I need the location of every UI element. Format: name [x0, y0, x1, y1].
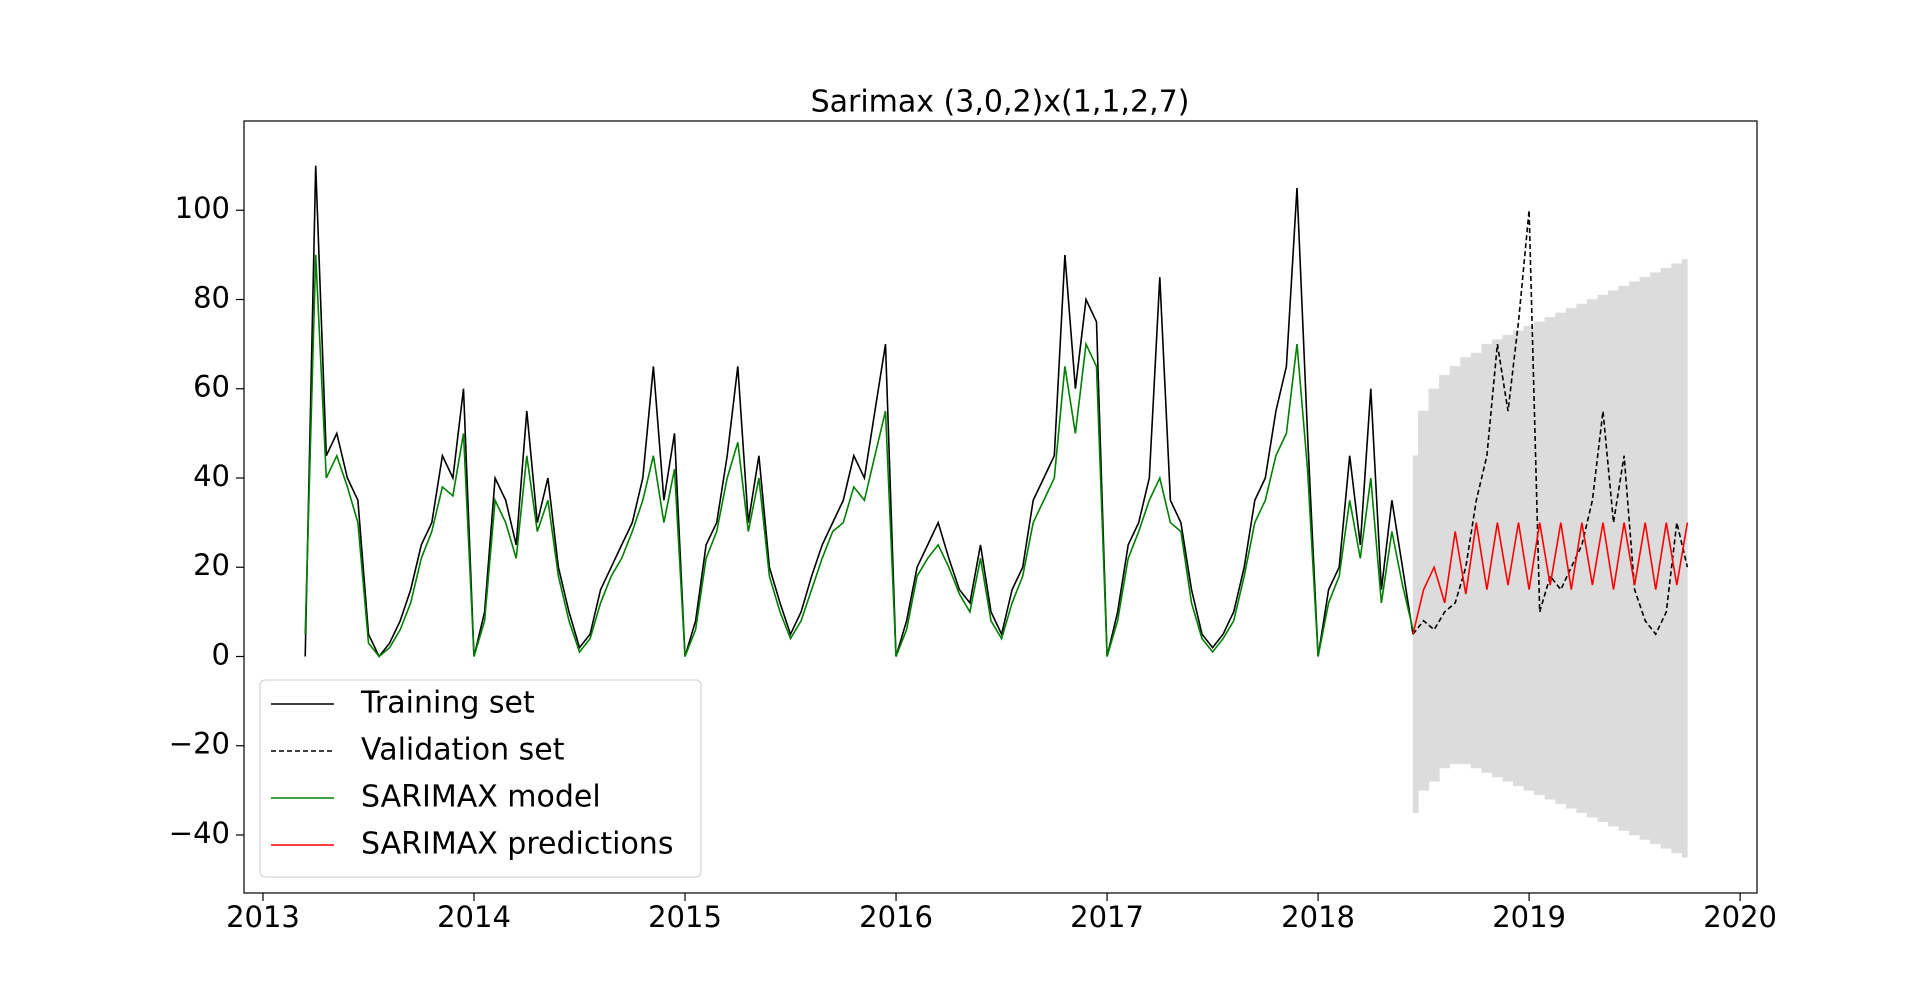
- x-tick-label: 2018: [1281, 900, 1355, 934]
- x-tick-label: 2020: [1703, 900, 1777, 934]
- confidence-band: [1523, 326, 1535, 791]
- legend-label: SARIMAX model: [361, 780, 601, 815]
- y-tick-label: 0: [212, 637, 230, 671]
- x-tick-label: 2016: [859, 900, 933, 934]
- confidence-band: [1491, 339, 1503, 778]
- series-line: [1412, 522, 1689, 635]
- confidence-band: [1576, 303, 1588, 813]
- axes-frame: [243, 120, 1758, 894]
- y-tick-label: 20: [193, 548, 230, 582]
- x-tick-label: 2013: [226, 900, 300, 934]
- x-tick-label: 2019: [1492, 900, 1566, 934]
- y-tick-label: 100: [175, 191, 230, 225]
- legend-label: Validation set: [361, 733, 565, 768]
- confidence-band: [1428, 388, 1440, 782]
- x-tick-label: 2014: [437, 900, 511, 934]
- confidence-band: [1629, 281, 1641, 836]
- confidence-band: [1607, 290, 1620, 827]
- confidence-band: [1597, 294, 1609, 822]
- confidence-band: [1513, 330, 1525, 787]
- confidence-band: [1555, 312, 1567, 805]
- y-tick-label: −20: [169, 727, 230, 761]
- legend-label: SARIMAX predictions: [361, 827, 673, 862]
- confidence-band: [1470, 352, 1482, 769]
- confidence-band: [1418, 410, 1430, 791]
- confidence-band: [1618, 285, 1630, 831]
- confidence-band: [1586, 299, 1598, 818]
- confidence-band: [1439, 375, 1451, 769]
- confidence-band: [1650, 272, 1662, 845]
- x-tick-label: 2017: [1070, 900, 1144, 934]
- y-tick-label: −40: [169, 816, 230, 850]
- series-line: [304, 254, 1414, 658]
- x-tick-label: 2015: [648, 900, 722, 934]
- plot-area: [304, 165, 1689, 858]
- legend-label: Training set: [360, 686, 535, 721]
- confidence-band: [1639, 276, 1651, 840]
- y-tick-label: 60: [193, 370, 230, 404]
- confidence-band: [1449, 366, 1461, 764]
- chart-title: Sarimax (3,0,2)x(1,1,2,7): [811, 85, 1190, 120]
- confidence-band: [1534, 321, 1546, 796]
- legend: Training set Validation set SARIMAX model S…: [259, 679, 702, 878]
- y-tick-label: 80: [193, 280, 230, 314]
- series-line: [304, 165, 1414, 659]
- confidence-band: [1481, 343, 1493, 773]
- y-tick-label: 40: [193, 459, 230, 493]
- confidence-band: [1460, 357, 1472, 764]
- legend-box: [259, 679, 702, 878]
- confidence-band: [1660, 268, 1672, 849]
